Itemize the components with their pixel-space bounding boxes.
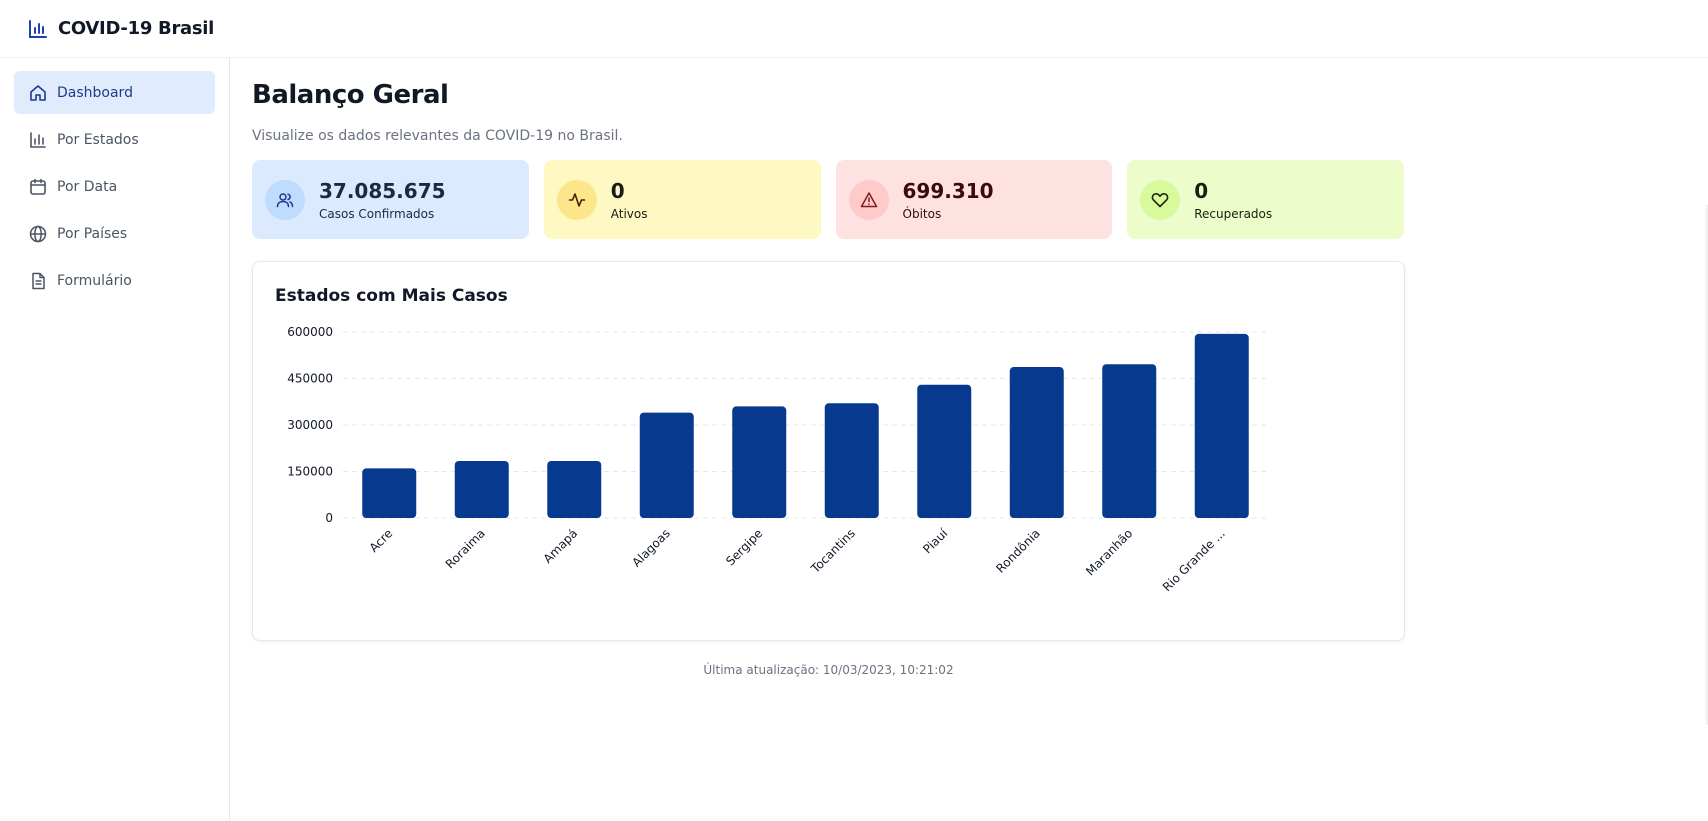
top-bar: COVID-19 Brasil [0,0,1708,58]
y-tick-label: 150000 [287,465,333,479]
stat-label: Ativos [610,206,648,221]
chart-card: Estados com Mais Casos 0 150000 300000 4500… [252,261,1405,641]
bar[interactable] [547,460,602,518]
sidebar-item-label: Formulário [57,272,132,289]
bar-chart-icon [28,19,48,39]
chart-title: Estados com Mais Casos [275,286,508,306]
sidebar-item-dashboard[interactable]: Dashboard [14,71,215,114]
stat-label: Recuperados [1194,206,1273,221]
sidebar-item-label: Por Países [57,225,128,242]
y-tick-label: 300000 [287,418,333,432]
document-icon [29,272,47,290]
stat-value: 0 [610,178,625,203]
main-content: Balanço Geral Visualize os dados relevan… [252,58,1405,677]
alert-triangle-icon [848,179,889,220]
bar[interactable] [639,412,694,518]
x-tick-label: Roraima [443,526,488,571]
sidebar-item-label: Por Data [57,178,118,195]
sidebar-item-por-data[interactable]: Por Data [14,165,215,208]
stat-label: Casos Confirmados [319,206,435,221]
stat-card-recovered: 0 Recuperados [1127,160,1404,239]
y-tick-label: 600000 [287,325,333,339]
x-tick-label: Amapá [541,526,581,566]
stat-cards: 37.085.675 Casos Confirmados 0 Ativos [252,160,1404,239]
bar[interactable] [824,403,879,518]
app-title: COVID-19 Brasil [58,18,215,39]
x-tick-label: Alagoas [629,526,672,569]
sidebar-item-label: Dashboard [57,84,133,101]
stat-value: 699.310 [902,178,994,203]
sidebar-item-formulario[interactable]: Formulário [14,259,215,302]
bar-chart-icon [29,131,47,149]
x-tick-label: Acre [367,526,396,555]
sidebar-item-por-estados[interactable]: Por Estados [14,118,215,161]
calendar-icon [29,178,47,196]
sidebar-item-por-paises[interactable]: Por Países [14,212,215,255]
users-icon [265,179,305,220]
bar[interactable] [362,468,417,518]
panel-edge [1704,205,1708,725]
sidebar: Dashboard Por Estados Por Data Por Paíse… [0,58,230,821]
x-tick-label: Rio Grande ... [1160,526,1228,594]
bar[interactable] [732,406,787,518]
x-tick-label: Tocantins [808,526,858,576]
stat-card-deaths: 699.310 Óbitos [835,160,1113,239]
home-icon [29,84,47,102]
x-tick-label: Rondônia [993,526,1042,575]
bar[interactable] [1102,364,1157,518]
bar[interactable] [454,460,509,518]
heart-icon [1140,179,1181,220]
last-update: Última atualização: 10/03/2023, 10:21:02 [703,663,954,677]
stat-card-active: 0 Ativos [543,160,821,239]
sidebar-item-label: Por Estados [57,131,139,148]
y-tick-label: 450000 [287,372,333,386]
bar[interactable] [1194,333,1249,518]
stat-label: Óbitos [902,206,942,221]
stat-value: 0 [1194,178,1209,203]
bar[interactable] [1009,367,1064,518]
x-tick-label: Maranhão [1083,526,1135,578]
stat-value: 37.085.675 [319,178,446,203]
page-subtitle: Visualize os dados relevantes da COVID-1… [252,128,623,144]
x-tick-label: Piauí [920,526,951,557]
bar-chart: 0 150000 300000 450000 600000 Acre Roraima Amap… [287,325,1268,594]
page-title: Balanço Geral [252,80,449,110]
activity-icon [556,179,597,220]
y-tick-label: 0 [325,511,333,525]
x-tick-label: Sergipe [723,526,765,568]
globe-icon [29,225,47,243]
bar[interactable] [917,384,972,518]
stat-card-confirmed: 37.085.675 Casos Confirmados [252,160,529,239]
